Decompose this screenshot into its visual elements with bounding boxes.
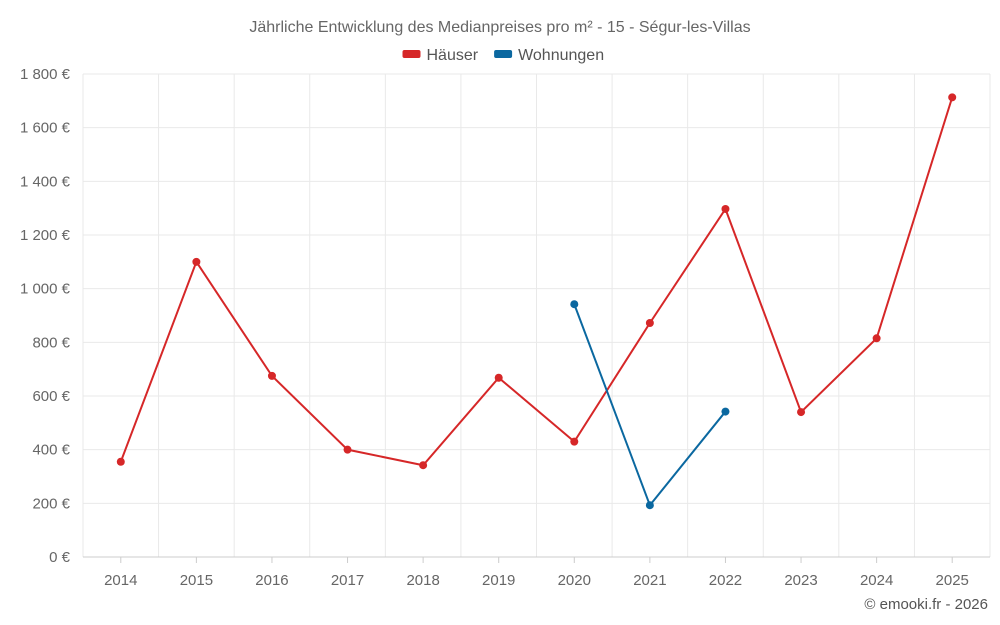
data-point-h-user[interactable] xyxy=(267,371,276,380)
x-tick-label: 2024 xyxy=(860,572,893,589)
x-tick-label: 2020 xyxy=(558,572,591,589)
y-tick-label: 800 € xyxy=(32,334,70,351)
grid xyxy=(82,73,991,558)
legend-item-wohnungen[interactable]: Wohnungen xyxy=(494,47,604,64)
data-point-wohnungen[interactable] xyxy=(645,501,654,510)
legend-swatch xyxy=(494,50,513,58)
x-tick-label: 2017 xyxy=(331,572,364,589)
y-tick-label: 1 400 € xyxy=(20,173,71,190)
data-point-h-user[interactable] xyxy=(192,257,201,266)
data-point-h-user[interactable] xyxy=(494,373,503,382)
legend: Häuser Wohnungen xyxy=(402,47,604,64)
y-tick-label: 1 800 € xyxy=(20,66,71,83)
x-tick-label: 2015 xyxy=(180,572,213,589)
x-tick-label: 2016 xyxy=(255,572,288,589)
legend-label: Wohnungen xyxy=(518,47,604,64)
data-point-h-user[interactable] xyxy=(645,319,654,328)
x-tick-label: 2025 xyxy=(936,572,969,589)
x-tick-label: 2018 xyxy=(406,572,439,589)
data-point-wohnungen[interactable] xyxy=(721,407,730,416)
y-tick-label: 1 600 € xyxy=(20,120,71,137)
data-point-h-user[interactable] xyxy=(419,461,428,470)
y-tick-label: 1 200 € xyxy=(20,227,71,244)
x-tick-label: 2019 xyxy=(482,572,515,589)
data-point-h-user[interactable] xyxy=(948,93,957,102)
data-point-h-user[interactable] xyxy=(721,204,730,213)
y-tick-label: 1 000 € xyxy=(20,281,71,298)
y-tick-label: 200 € xyxy=(32,495,70,512)
y-axis: 0 € 200 € 400 € 600 € 800 € 1 000 € 1 200 € 1 4… xyxy=(20,66,71,566)
y-tick-label: 400 € xyxy=(32,442,70,459)
y-tick-label: 600 € xyxy=(32,388,70,405)
data-point-wohnungen[interactable] xyxy=(570,300,579,309)
x-tick-label: 2021 xyxy=(633,572,666,589)
legend-swatch xyxy=(402,50,421,58)
data-point-h-user[interactable] xyxy=(343,445,352,454)
data-point-h-user[interactable] xyxy=(116,457,125,466)
x-tick-label: 2023 xyxy=(784,572,817,589)
data-point-h-user[interactable] xyxy=(570,437,579,446)
x-tick-label: 2022 xyxy=(709,572,742,589)
series-group xyxy=(116,93,957,510)
x-axis: 2014 2015 2016 2017 2018 2019 2020 2021 2022 2023… xyxy=(83,556,990,589)
y-tick-label: 0 € xyxy=(49,549,71,566)
x-tick-label: 2014 xyxy=(104,572,137,589)
legend-item-h-user[interactable]: Häuser xyxy=(402,47,479,64)
chart-title: Jährliche Entwicklung des Medianpreises … xyxy=(249,19,750,36)
data-point-h-user[interactable] xyxy=(797,408,806,417)
credit-text: © emooki.fr - 2026 xyxy=(864,596,988,613)
data-point-h-user[interactable] xyxy=(872,334,881,343)
series-line-h-user xyxy=(119,97,954,467)
legend-label: Häuser xyxy=(427,47,479,64)
